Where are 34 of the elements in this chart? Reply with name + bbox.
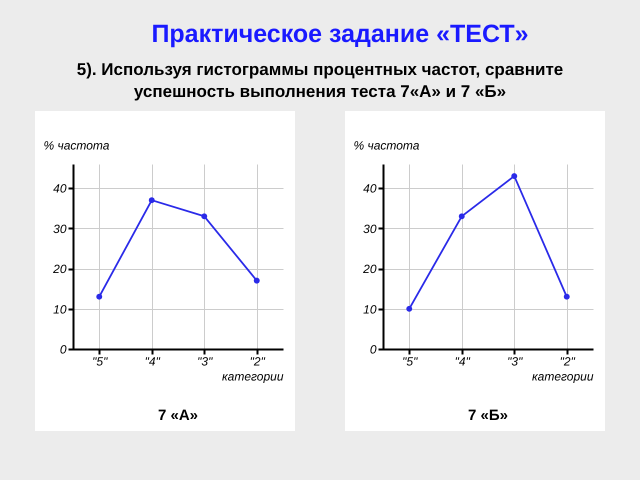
point xyxy=(458,213,465,220)
x-tick-label: "2" xyxy=(250,354,266,368)
x-tick-label: "3" xyxy=(507,354,524,368)
y-tick-label: 40 xyxy=(363,182,377,196)
point xyxy=(96,294,102,300)
point xyxy=(148,197,155,204)
x-tick-label: "5" xyxy=(402,354,418,368)
point xyxy=(201,213,208,220)
y-tick-label: 0 xyxy=(370,342,377,356)
y-axis-title: % частота xyxy=(44,138,110,152)
y-tick-label: 10 xyxy=(53,302,67,316)
point xyxy=(564,294,570,300)
y-tick-label: 20 xyxy=(52,262,67,276)
text: Практическое задание «ТЕСТ» xyxy=(150,20,530,49)
text: 5). Используя гистограммы процентных частот, сравните успешность выполнения теста 7«А» и 7 «Б» xyxy=(76,59,564,103)
point xyxy=(511,173,518,180)
y-tick-label: 40 xyxy=(53,182,67,196)
y-tick-label: 30 xyxy=(363,222,377,236)
y-tick-label: 0 xyxy=(60,342,67,356)
x-axis-title: категории xyxy=(222,370,284,384)
x-tick-label: "5" xyxy=(92,354,108,368)
point xyxy=(406,306,412,312)
y-tick-label: 20 xyxy=(362,262,377,276)
x-tick-label: "3" xyxy=(197,354,214,368)
x-tick-label: "4" xyxy=(144,354,161,368)
text: 7 «А» xyxy=(158,407,198,424)
x-axis-title: категории xyxy=(532,370,594,384)
y-tick-label: 30 xyxy=(53,222,67,236)
x-tick-label: "4" xyxy=(454,354,471,368)
y-axis-title: % частота xyxy=(354,138,420,152)
y-tick-label: 10 xyxy=(363,302,377,316)
point xyxy=(254,278,260,284)
text: 7 «Б» xyxy=(468,407,508,424)
x-tick-label: "2" xyxy=(560,354,576,368)
